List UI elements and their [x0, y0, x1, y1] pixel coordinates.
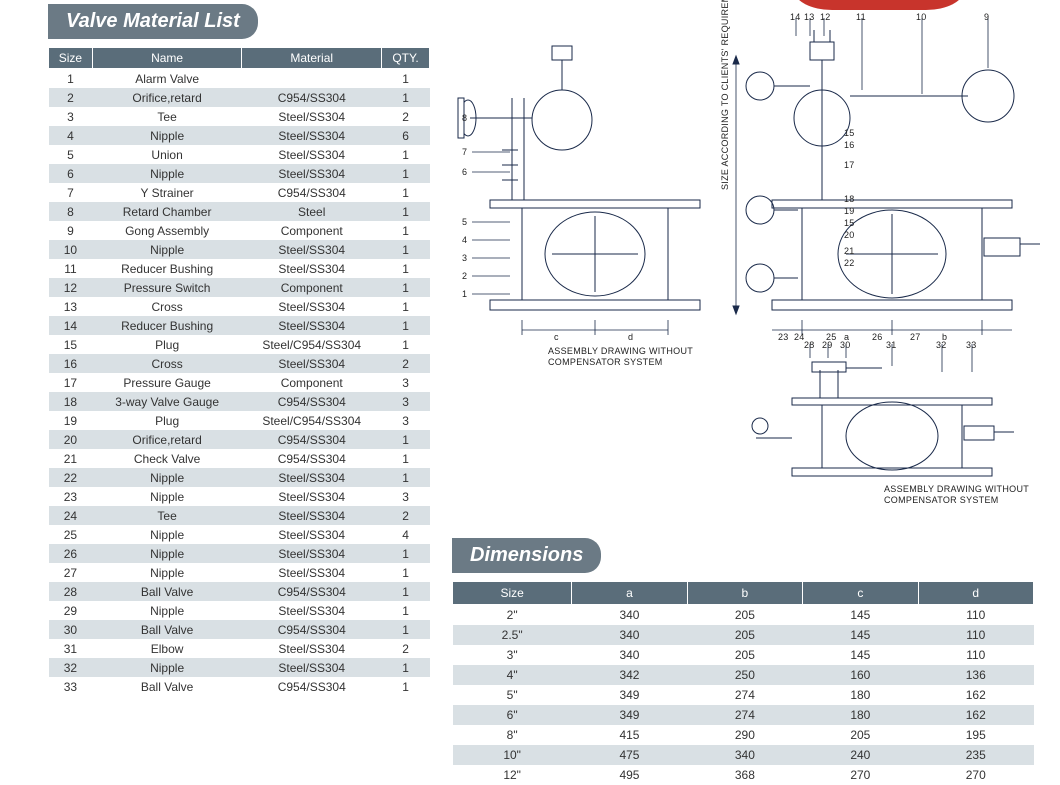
size-requirement-label: SIZE ACCORDING TO CLIENTS' REQUIREMENT	[720, 0, 731, 190]
diagram-caption-1: ASSEMBLY DRAWING WITHOUT COMPENSATOR SYS…	[548, 346, 693, 369]
callout-11: 11	[856, 12, 866, 23]
dim-col-b: b	[687, 582, 802, 605]
table-row: 21Check ValveC954/SS3041	[49, 449, 430, 468]
table-row: 12Pressure SwitchComponent1	[49, 278, 430, 297]
table-row: 6"349274180162	[453, 705, 1034, 725]
table-row: 7Y StrainerC954/SS3041	[49, 183, 430, 202]
table-row: 10NippleSteel/SS3041	[49, 240, 430, 259]
callout-33: 33	[966, 340, 977, 351]
callout-23: 23	[778, 332, 789, 343]
dim-col-size: Size	[453, 582, 572, 605]
callout-31: 31	[886, 340, 897, 351]
table-row: 3"340205145110	[453, 645, 1034, 665]
material-table: SizeNameMaterialQTY. 1Alarm Valve12Orifi…	[48, 47, 430, 696]
table-row: 26NippleSteel/SS3041	[49, 544, 430, 563]
callout-9: 9	[984, 12, 989, 23]
table-row: 12"495368270270	[453, 765, 1034, 785]
dimensions-table: Sizeabcd 2"3402051451102.5"3402051451103…	[452, 581, 1034, 785]
table-row: 28Ball ValveC954/SS3041	[49, 582, 430, 601]
table-row: 8"415290205195	[453, 725, 1034, 745]
table-row: 17Pressure GaugeComponent3	[49, 373, 430, 392]
callout-26: 26	[872, 332, 883, 343]
table-row: 30Ball ValveC954/SS3041	[49, 620, 430, 639]
assembly-diagram: 14 13 12 11 10 9 8 7 6 5 4 3 2 1 15 16 1…	[452, 0, 1042, 530]
callout-14: 14	[790, 12, 801, 23]
callout-27: 27	[910, 332, 921, 343]
material-col-size: Size	[49, 48, 93, 69]
dim-d: d	[628, 332, 633, 343]
callout-8: 8	[462, 113, 467, 124]
callout-5: 5	[462, 217, 467, 228]
callout-20: 20	[844, 230, 855, 241]
table-row: 1Alarm Valve1	[49, 69, 430, 89]
table-row: 183-way Valve GaugeC954/SS3043	[49, 392, 430, 411]
dim-c: c	[554, 332, 559, 343]
table-row: 32NippleSteel/SS3041	[49, 658, 430, 677]
table-row: 9Gong AssemblyComponent1	[49, 221, 430, 240]
material-col-name: Name	[92, 48, 241, 69]
callout-28: 28	[804, 340, 815, 351]
table-row: 31ElbowSteel/SS3042	[49, 639, 430, 658]
table-row: 15PlugSteel/C954/SS3041	[49, 335, 430, 354]
table-row: 23NippleSteel/SS3043	[49, 487, 430, 506]
callout-29: 29	[822, 340, 833, 351]
callout-16: 16	[844, 140, 855, 151]
dim-col-a: a	[572, 582, 687, 605]
table-row: 6NippleSteel/SS3041	[49, 164, 430, 183]
callout-4: 4	[462, 235, 467, 246]
callout-2: 2	[462, 271, 467, 282]
callout-30: 30	[840, 340, 851, 351]
callout-22: 22	[844, 258, 855, 269]
callout-15b: 15	[844, 218, 855, 229]
table-row: 11Reducer BushingSteel/SS3041	[49, 259, 430, 278]
callout-19: 19	[844, 206, 855, 217]
table-row: 29NippleSteel/SS3041	[49, 601, 430, 620]
table-row: 4"342250160136	[453, 665, 1034, 685]
callout-32: 32	[936, 340, 947, 351]
table-row: 2.5"340205145110	[453, 625, 1034, 645]
callout-13: 13	[804, 12, 815, 23]
table-row: 33Ball ValveC954/SS3041	[49, 677, 430, 696]
callout-3: 3	[462, 253, 467, 264]
table-row: 5"349274180162	[453, 685, 1034, 705]
table-row: 22NippleSteel/SS3041	[49, 468, 430, 487]
table-row: 2Orifice,retardC954/SS3041	[49, 88, 430, 107]
table-row: 8Retard ChamberSteel1	[49, 202, 430, 221]
material-col-qty: QTY.	[382, 48, 430, 69]
callout-10: 10	[916, 12, 927, 23]
table-row: 20Orifice,retardC954/SS3041	[49, 430, 430, 449]
table-row: 24TeeSteel/SS3042	[49, 506, 430, 525]
table-row: 10"475340240235	[453, 745, 1034, 765]
material-col-material: Material	[242, 48, 382, 69]
callout-7: 7	[462, 147, 467, 158]
table-row: 16CrossSteel/SS3042	[49, 354, 430, 373]
material-list-title: Valve Material List	[48, 4, 258, 39]
dim-col-c: c	[803, 582, 918, 605]
table-row: 14Reducer BushingSteel/SS3041	[49, 316, 430, 335]
table-row: 27NippleSteel/SS3041	[49, 563, 430, 582]
callout-18: 18	[844, 194, 855, 205]
callout-21: 21	[844, 246, 855, 257]
diagram-caption-2: ASSEMBLY DRAWING WITHOUT COMPENSATOR SYS…	[884, 484, 1029, 507]
callout-1: 1	[462, 289, 467, 300]
callout-15: 15	[844, 128, 855, 139]
table-row: 13CrossSteel/SS3041	[49, 297, 430, 316]
table-row: 3TeeSteel/SS3042	[49, 107, 430, 126]
table-row: 2"340205145110	[453, 605, 1034, 626]
callout-6: 6	[462, 167, 467, 178]
table-row: 4NippleSteel/SS3046	[49, 126, 430, 145]
callout-17: 17	[844, 160, 855, 171]
dim-col-d: d	[918, 582, 1033, 605]
table-row: 19PlugSteel/C954/SS3043	[49, 411, 430, 430]
table-row: 25NippleSteel/SS3044	[49, 525, 430, 544]
dimensions-title: Dimensions	[452, 538, 601, 573]
table-row: 5UnionSteel/SS3041	[49, 145, 430, 164]
callout-12: 12	[820, 12, 831, 23]
